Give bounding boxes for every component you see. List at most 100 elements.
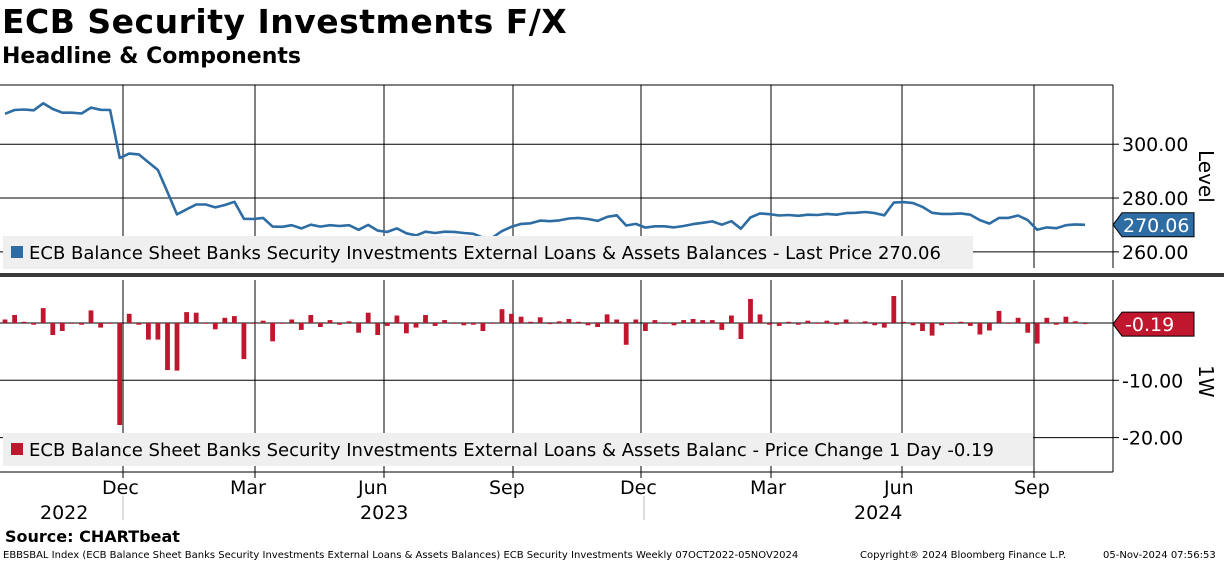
change-bar <box>432 323 438 326</box>
change-bar <box>920 323 925 331</box>
change-bar <box>1053 323 1059 325</box>
change-bar <box>633 319 639 323</box>
change-bar <box>184 312 189 323</box>
change-bar <box>786 321 792 323</box>
change-bar <box>270 323 275 342</box>
change-bar <box>929 323 935 336</box>
change-bar <box>490 323 495 324</box>
change-bar <box>461 323 467 326</box>
change-bar <box>738 323 744 339</box>
x-month-label: Dec <box>620 477 657 499</box>
change-bar <box>2 319 8 323</box>
change-bar <box>939 323 944 326</box>
change-bar <box>107 323 113 324</box>
change-bar <box>98 323 103 328</box>
y-tick-label: -10.00 <box>1122 370 1183 392</box>
last-value-tag <box>1112 212 1195 238</box>
change-bar <box>337 323 342 325</box>
change-bar <box>776 323 782 326</box>
legend-top-text: ECB Balance Sheet Banks Security Investm… <box>29 243 941 264</box>
last-change-tag <box>1112 311 1195 337</box>
change-bar <box>748 298 753 323</box>
change-bar <box>413 323 419 328</box>
change-bar <box>576 321 581 323</box>
level-line <box>4 102 1086 239</box>
change-bar <box>910 323 916 326</box>
change-bar <box>614 319 620 323</box>
change-bar <box>12 315 17 323</box>
change-bar <box>757 314 763 323</box>
change-bar <box>232 316 237 323</box>
change-bar <box>31 323 37 325</box>
change-bar <box>767 323 772 325</box>
change-bar <box>729 315 734 323</box>
change-bar <box>652 320 658 323</box>
change-bar <box>901 321 906 323</box>
copyright: Copyright® 2024 Bloomberg Finance L.P. <box>860 550 1067 561</box>
change-bar <box>136 323 142 325</box>
change-bar <box>174 323 180 371</box>
x-month-label: Sep <box>1014 477 1050 499</box>
change-bar <box>21 321 27 323</box>
change-bar <box>556 321 562 323</box>
ticker-info: EBBSBAL Index (ECB Balance Sheet Banks S… <box>3 550 799 561</box>
change-bar <box>298 323 304 330</box>
legend-bottom-text: ECB Balance Sheet Banks Security Investm… <box>29 440 994 461</box>
legend-top-bg <box>3 236 973 269</box>
change-bar <box>365 312 371 323</box>
change-bar <box>977 323 983 335</box>
change-bar <box>585 323 591 326</box>
change-bar <box>1044 317 1050 323</box>
change-bar <box>346 321 352 323</box>
change-bar <box>671 323 677 326</box>
change-bar <box>834 323 839 325</box>
x-month-label: Mar <box>750 477 786 499</box>
y-tick-label: 260.00 <box>1122 242 1188 264</box>
change-bar <box>805 320 811 323</box>
change-bar <box>308 315 314 323</box>
change-bar <box>327 320 333 323</box>
change-bar <box>681 320 686 323</box>
change-bar <box>604 314 610 323</box>
x-year-label: 2023 <box>360 502 408 524</box>
change-bar <box>69 323 75 324</box>
change-bar <box>222 317 228 323</box>
change-bar <box>126 313 132 323</box>
change-bar <box>690 319 696 323</box>
change-bar <box>356 323 361 333</box>
change-bar <box>155 323 161 340</box>
change-bar <box>1015 317 1021 323</box>
x-year-label: 2024 <box>854 502 902 524</box>
change-bar <box>40 308 46 323</box>
legends: ECB Balance Sheet Banks Security Investm… <box>3 236 1033 466</box>
change-bar <box>987 323 992 331</box>
change-axis-label: 1W <box>1194 365 1218 398</box>
change-bar <box>853 322 858 324</box>
change-bar <box>480 323 486 331</box>
change-bar <box>279 323 285 324</box>
change-bar <box>251 323 256 324</box>
change-bar <box>50 323 56 335</box>
change-bar <box>241 323 247 360</box>
change-bar <box>404 323 409 334</box>
change-bar <box>623 323 629 345</box>
x-month-label: Jun <box>357 477 388 499</box>
change-bar <box>509 313 514 323</box>
change-bar <box>881 323 887 328</box>
change-bar <box>59 323 65 331</box>
gridlines <box>0 85 1113 478</box>
y-tick-label: -20.00 <box>1122 428 1183 450</box>
last-value-text: 270.06 <box>1123 215 1189 237</box>
change-panel <box>2 296 1088 425</box>
timestamp: 05-Nov-2024 07:56:53 <box>1103 550 1216 561</box>
change-bar <box>719 323 725 330</box>
change-bar <box>289 319 295 323</box>
change-bar <box>891 296 897 323</box>
change-bar <box>709 320 715 323</box>
change-bar <box>79 323 84 325</box>
change-bar <box>1034 323 1040 344</box>
change-bar <box>862 321 868 323</box>
change-bar <box>318 323 323 327</box>
change-bar <box>643 323 648 331</box>
